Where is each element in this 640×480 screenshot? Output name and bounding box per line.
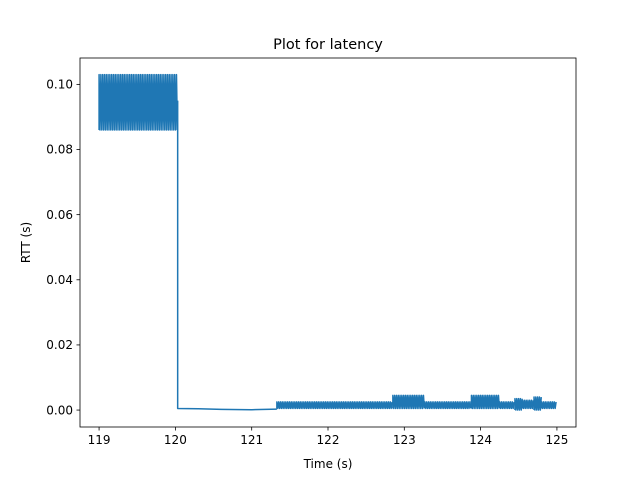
y-tick-label: 0.08 [46, 143, 73, 157]
y-tick-label: 0.00 [46, 403, 73, 417]
y-tick-label: 0.02 [46, 338, 73, 352]
series-band-3 [424, 401, 472, 410]
y-tick-label: 0.10 [46, 78, 73, 92]
x-axis-ticks: 119 120 121 122 123 124 125 [88, 427, 568, 447]
x-tick-label: 119 [88, 433, 111, 447]
series-band-6 [514, 397, 523, 411]
x-tick-label: 121 [240, 433, 263, 447]
series-band-8 [533, 396, 542, 411]
y-axis-label: RTT (s) [19, 222, 33, 263]
series-line [176, 100, 277, 411]
data-layer [98, 73, 557, 411]
series-band-7 [521, 399, 535, 410]
x-tick-label: 124 [469, 433, 492, 447]
y-axis-ticks: 0.00 0.02 0.04 0.06 0.08 0.10 [46, 78, 80, 417]
series-band-5 [498, 401, 515, 410]
y-tick-label: 0.06 [46, 208, 73, 222]
y-tick-label: 0.04 [46, 273, 73, 287]
series-band-0 [98, 73, 179, 131]
x-tick-label: 125 [545, 433, 568, 447]
x-tick-label: 123 [393, 433, 416, 447]
series-band-9 [540, 401, 557, 410]
x-tick-label: 122 [317, 433, 340, 447]
chart-title: Plot for latency [273, 37, 383, 53]
x-tick-label: 120 [164, 433, 187, 447]
x-axis-label: Time (s) [303, 457, 353, 471]
series-band-2 [392, 394, 426, 410]
series-band-1 [276, 401, 393, 410]
series-band-4 [470, 394, 501, 410]
